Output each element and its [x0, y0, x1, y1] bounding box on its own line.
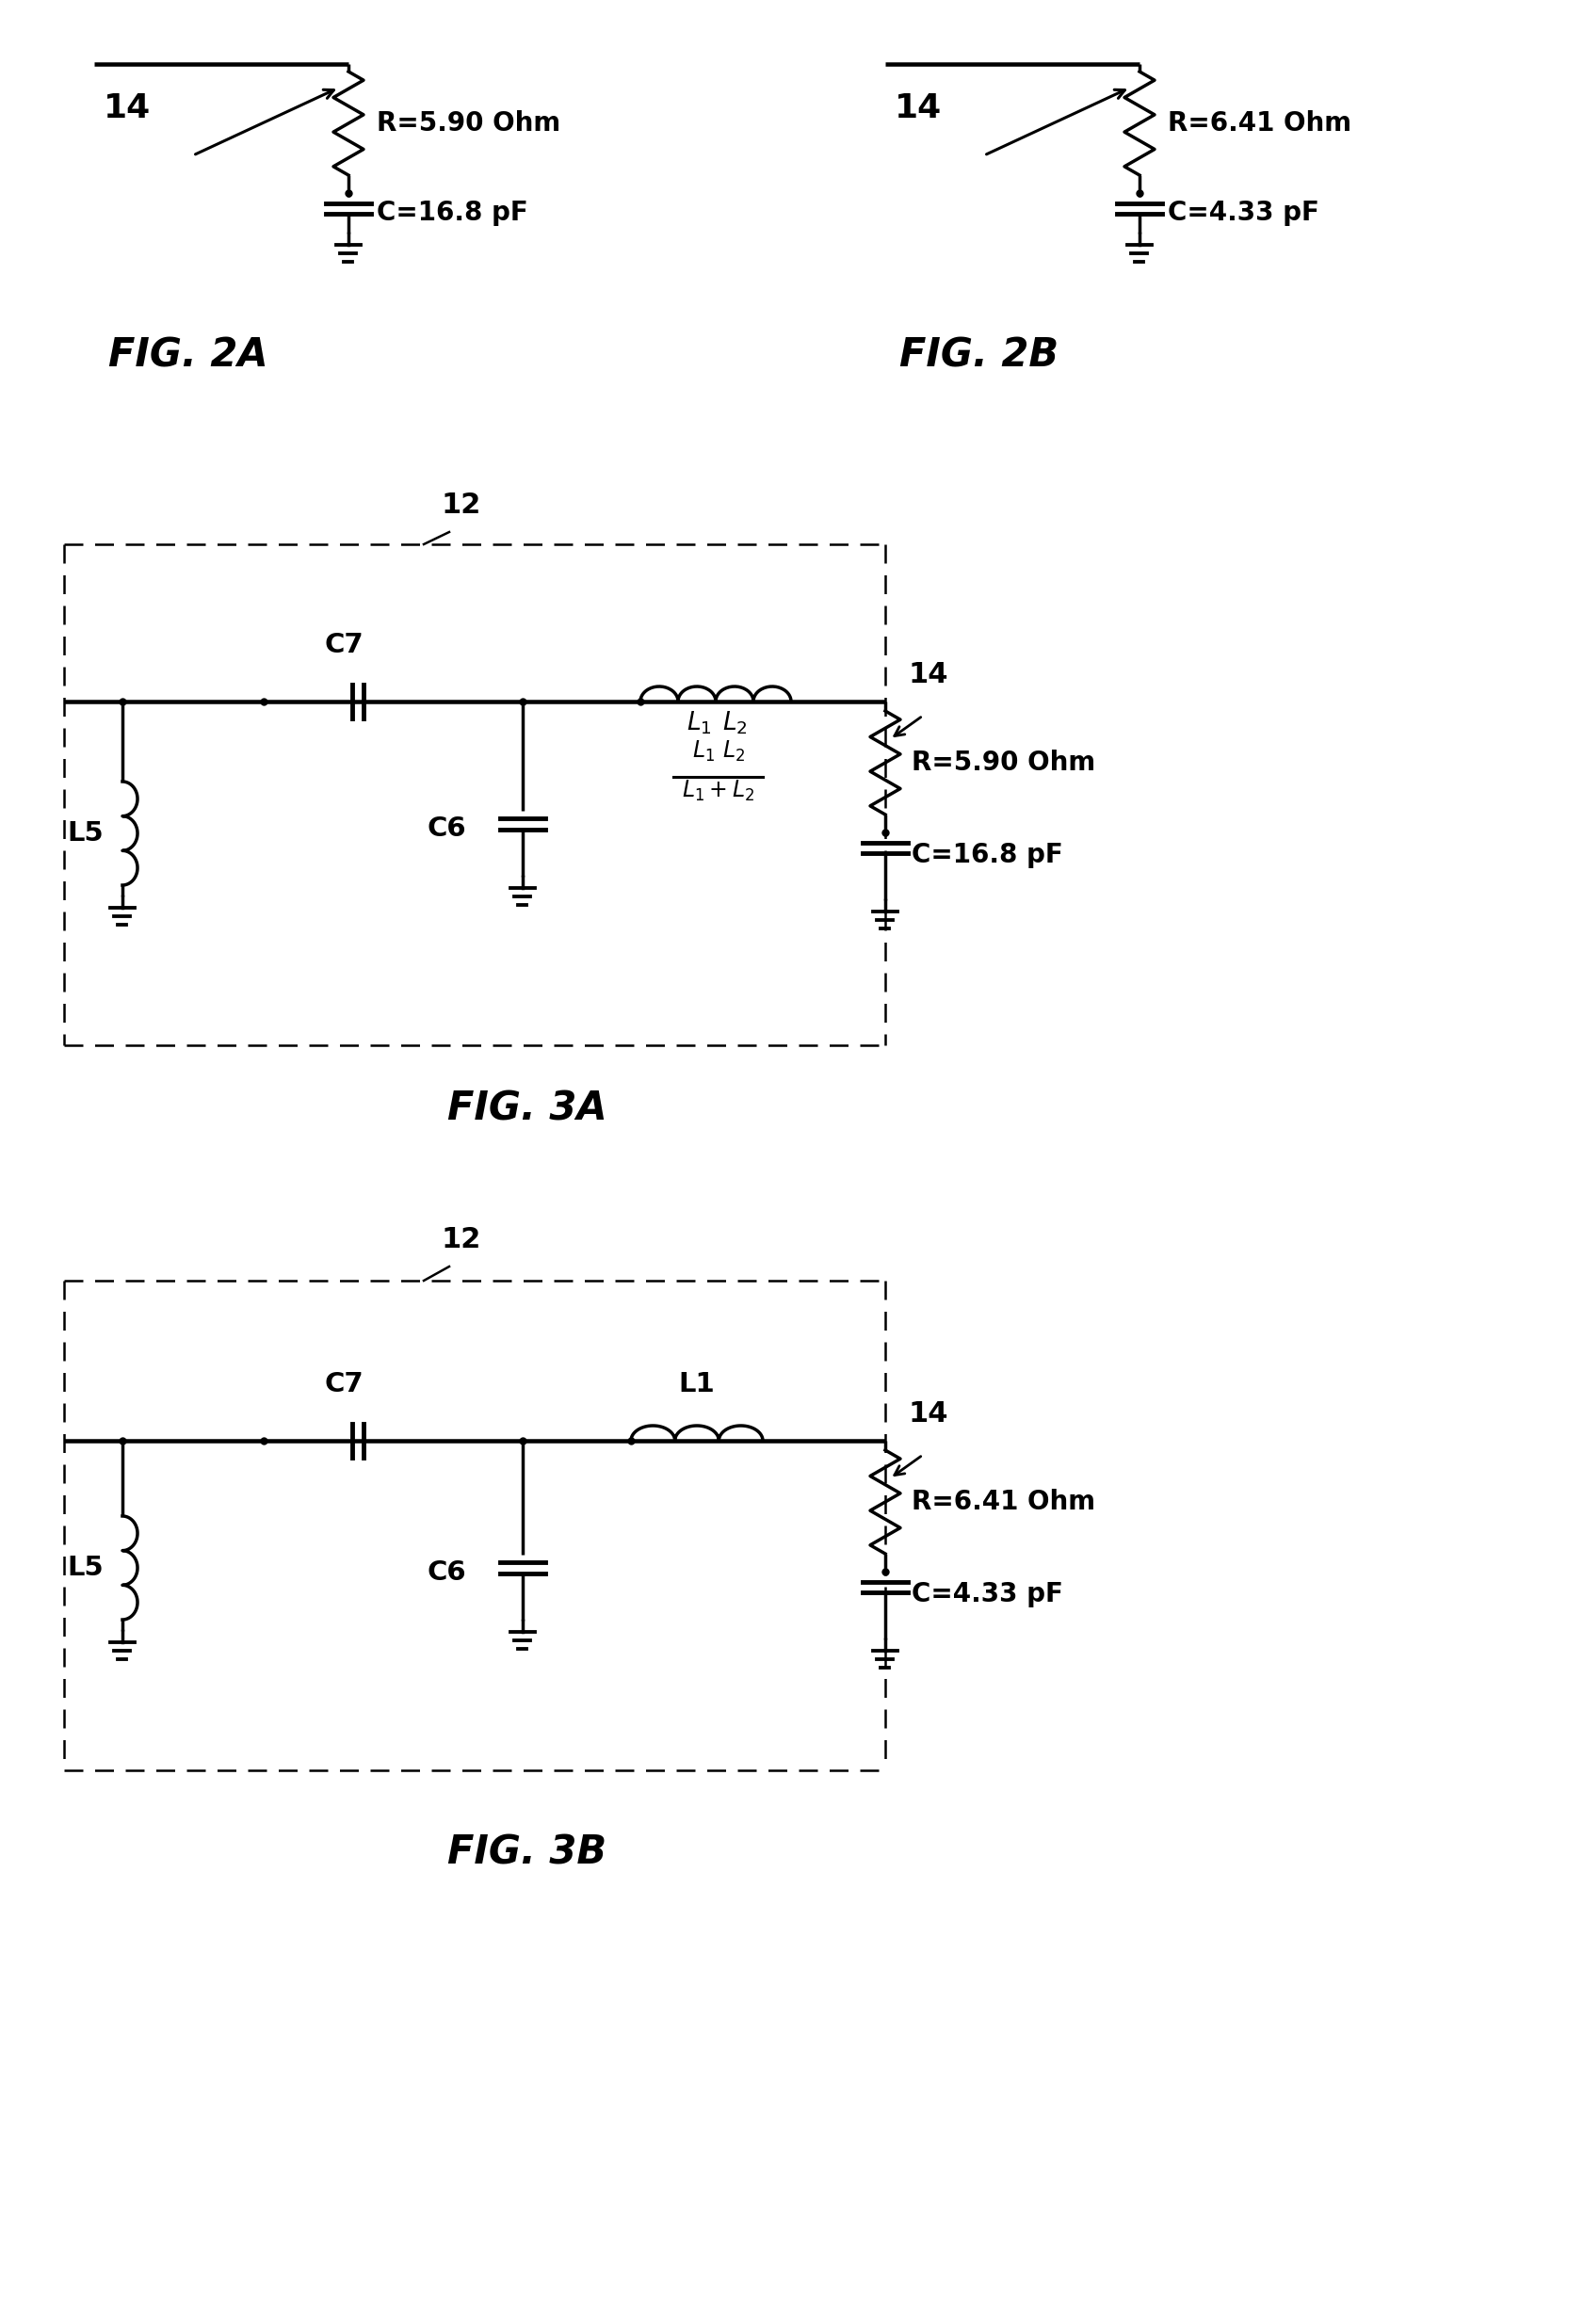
Text: 12: 12	[442, 1227, 482, 1253]
Text: C=16.8 pF: C=16.8 pF	[912, 841, 1063, 869]
Text: FIG. 2B: FIG. 2B	[900, 337, 1060, 376]
Text: L1: L1	[678, 1371, 714, 1397]
Text: R=6.41 Ohm: R=6.41 Ohm	[1167, 109, 1351, 137]
Text: C=4.33 pF: C=4.33 pF	[912, 1580, 1063, 1608]
Text: R=5.90 Ohm: R=5.90 Ohm	[377, 109, 561, 137]
Text: C6: C6	[428, 816, 466, 841]
Text: C6: C6	[428, 1559, 466, 1585]
Text: 14: 14	[103, 93, 150, 123]
Text: 14: 14	[895, 93, 942, 123]
Text: L5: L5	[67, 1555, 103, 1580]
Text: $L_2$: $L_2$	[722, 709, 748, 737]
Text: C7: C7	[325, 1371, 363, 1397]
Text: 14: 14	[909, 1401, 949, 1427]
Text: FIG. 2A: FIG. 2A	[108, 337, 268, 376]
Text: L5: L5	[67, 820, 103, 846]
Text: C7: C7	[325, 632, 363, 658]
Text: FIG. 3A: FIG. 3A	[448, 1090, 607, 1129]
Text: $L_1 \ L_2$: $L_1 \ L_2$	[692, 739, 744, 765]
Text: 14: 14	[909, 660, 949, 688]
Text: C=4.33 pF: C=4.33 pF	[1167, 200, 1319, 225]
Text: R=5.90 Ohm: R=5.90 Ohm	[912, 751, 1096, 776]
Text: FIG. 3B: FIG. 3B	[448, 1834, 607, 1873]
Text: $L_1$: $L_1$	[686, 709, 711, 737]
Text: R=6.41 Ohm: R=6.41 Ohm	[912, 1490, 1096, 1515]
Text: $L_1+L_2$: $L_1+L_2$	[683, 779, 756, 804]
Text: 12: 12	[442, 493, 482, 518]
Text: C=16.8 pF: C=16.8 pF	[377, 200, 527, 225]
